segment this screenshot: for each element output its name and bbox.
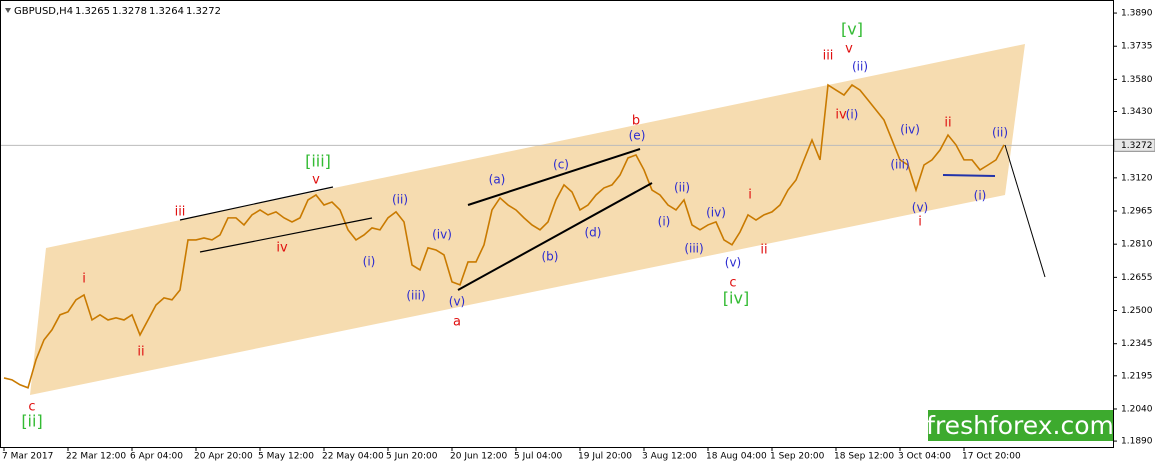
trend-line [179, 186, 334, 221]
x-tick-label: 3 Oct 04:00 [898, 452, 951, 462]
wave-label: (iv) [432, 228, 452, 242]
wave-label: ii [137, 345, 144, 360]
wave-label: (c) [553, 158, 569, 172]
wave-label: [ii] [21, 412, 42, 431]
open: 1.3265 [75, 6, 110, 17]
x-tick-label: 18 Sep 12:00 [834, 452, 894, 462]
wave-label: (ii) [392, 193, 408, 207]
x-tick-label: 5 Jul 04:00 [514, 452, 563, 462]
x-tick-label: 17 Oct 20:00 [962, 452, 1021, 462]
wave-label: (i) [846, 108, 859, 122]
wave-label: v [845, 42, 853, 57]
wave-label: iv [835, 108, 847, 123]
x-tick-label: 1 Sep 20:00 [770, 452, 825, 462]
wave-label: iii [175, 205, 186, 220]
close: 1.3272 [186, 6, 221, 17]
wave-label: (v) [912, 201, 928, 215]
wave-label: (i) [363, 255, 376, 269]
wave-label: (iv) [900, 123, 920, 137]
wave-label: i [82, 272, 86, 287]
x-tick-label: 22 May 04:00 [322, 452, 384, 462]
y-tick-label: 1.2345 [1121, 339, 1153, 349]
trend-line [467, 148, 641, 206]
y-tick-label: 1.2040 [1121, 404, 1153, 414]
watermark-box [928, 410, 1113, 441]
x-tick-label: 19 Jul 20:00 [578, 452, 632, 462]
y-tick-label: 1.3735 [1121, 42, 1153, 52]
wave-label: c [28, 400, 35, 415]
wave-label: (iv) [706, 206, 726, 220]
x-tick-label: 20 Jun 12:00 [450, 452, 507, 462]
y-tick-label: 1.2810 [1121, 240, 1153, 250]
wave-label: (iii) [684, 242, 703, 256]
wave-label: (v) [449, 295, 465, 309]
wave-label: iii [823, 49, 834, 64]
y-tick-label: 1.3430 [1121, 107, 1153, 117]
wave-label: (ii) [852, 60, 868, 74]
current-price-label: 1.3272 [1121, 141, 1153, 151]
wave-label: a [453, 315, 461, 330]
y-tick-label: 1.3890 [1121, 9, 1153, 19]
wave-label: b [632, 114, 640, 129]
x-tick-label: 7 Mar 2017 [2, 452, 53, 462]
wave-label: (v) [725, 256, 741, 270]
wave-label: (a) [489, 173, 506, 187]
wave-label: (i) [658, 215, 671, 229]
y-tick-label: 1.3580 [1121, 75, 1153, 85]
low: 1.3264 [149, 6, 184, 17]
x-tick-label: 5 May 12:00 [258, 452, 314, 462]
y-tick-label: 1.2195 [1121, 371, 1153, 381]
y-tick-label: 1.2500 [1121, 306, 1153, 316]
x-tick-label: 5 Jun 20:00 [386, 452, 438, 462]
y-tick-label: 1.2655 [1121, 273, 1153, 283]
wave-label: (iii) [406, 289, 425, 303]
trend-line [199, 217, 373, 253]
wave-label: i [748, 188, 752, 203]
price-line [3, 83, 1005, 389]
wave-label: [v] [841, 20, 863, 39]
wave-label: c [729, 276, 736, 291]
wave-label: (d) [585, 226, 602, 240]
wave-label: (ii) [674, 181, 690, 195]
header-icon [5, 8, 11, 13]
trend-line [457, 182, 653, 291]
y-tick-label: 1.2965 [1121, 207, 1153, 217]
wave-label: iv [276, 241, 288, 256]
x-tick-label: 6 Apr 04:00 [130, 452, 183, 462]
x-tick-label: 22 Mar 12:00 [66, 452, 126, 462]
symbol: GBPUSD,H4 [14, 6, 73, 17]
x-tick-label: 3 Aug 12:00 [642, 452, 697, 462]
wave-label: i [918, 215, 922, 230]
wave-label: (ii) [992, 126, 1008, 140]
wave-label: (b) [542, 250, 559, 264]
wave-label: (e) [629, 129, 646, 143]
y-tick-label: 1.1890 [1121, 437, 1153, 447]
wave-label: [iv] [723, 289, 749, 308]
high: 1.3278 [112, 6, 147, 17]
support-line [942, 174, 996, 177]
wave-label: [iii] [305, 152, 331, 171]
plot-area [0, 83, 1113, 389]
x-tick-label: 18 Aug 04:00 [706, 452, 767, 462]
y-tick-label: 1.3120 [1121, 173, 1153, 183]
plot-frame [0, 0, 1114, 448]
x-tick-label: 20 Apr 20:00 [194, 452, 253, 462]
price-channel [30, 44, 1025, 395]
projection-line [1004, 144, 1046, 278]
wave-label: v [312, 173, 320, 188]
wave-label: ii [944, 116, 951, 131]
wave-label: (i) [974, 189, 987, 203]
wave-label: ii [760, 243, 767, 258]
watermark: freshforex.com [926, 411, 1114, 440]
wave-label: (iii) [890, 158, 909, 172]
